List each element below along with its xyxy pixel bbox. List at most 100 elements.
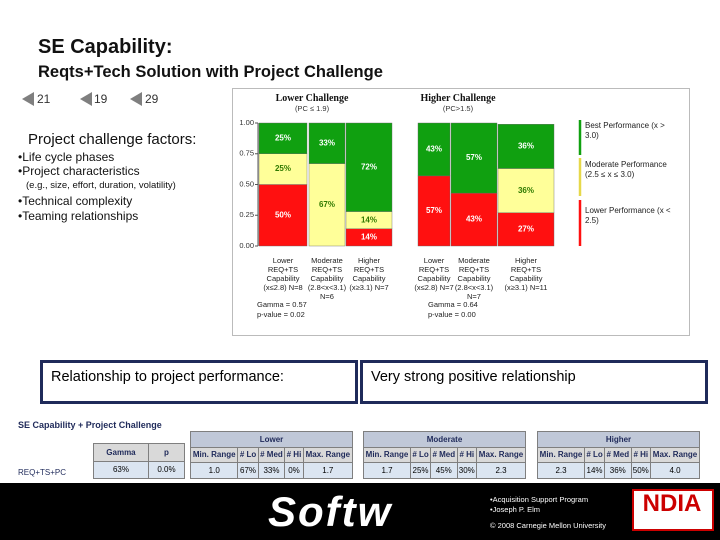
row: Higher: [537, 431, 700, 448]
header-cell: Gamma: [93, 443, 149, 462]
nav-arrow[interactable]: [130, 92, 142, 106]
x-tick-label: Higher REQ+TS Capability (x≥3.1) N=7: [349, 256, 389, 292]
row: Lower: [190, 431, 353, 448]
legend-label: Moderate Performance (2.5 ≤ x ≤ 3.0): [585, 160, 667, 179]
header-cell: Min. Range: [189, 446, 239, 464]
group-title: Higher Challenge: [420, 93, 496, 104]
header-cell: Min. Range: [536, 446, 586, 464]
badge-frame: [632, 489, 714, 531]
value-label: 57%: [466, 153, 482, 162]
bar-segment: [258, 153, 308, 185]
y-tick-label: 0.00: [239, 241, 254, 250]
value-label: 14%: [361, 215, 377, 224]
row: Gamma p: [93, 443, 186, 462]
group-stat: p-value = 0.02: [257, 310, 305, 319]
row: Moderate: [363, 431, 526, 448]
footer-copyright: © 2008 Carnegie Mellon University: [490, 521, 606, 530]
value-cell: 67%: [237, 462, 259, 479]
value-cell: 25%: [410, 462, 432, 479]
question-box: Relationship to project performance:: [40, 360, 358, 404]
group-table: Lower Min. Range # Lo # Med # Hi Max. Range 1.…: [189, 431, 354, 479]
bar-segment: [308, 163, 346, 247]
header-cell: # Hi: [630, 446, 652, 464]
value-label: 36%: [518, 141, 534, 150]
bar-segment: [497, 212, 555, 247]
value-cell: 1.7: [302, 462, 354, 479]
value-cell: 14%: [584, 462, 606, 479]
footer-line: •Joseph P. Elm: [490, 505, 541, 514]
x-tick-label: Lower REQ+TS Capability (x≤2.8) N=8: [263, 256, 303, 292]
factor: •Project characteristics: [18, 164, 140, 178]
value-cell: 1.7: [362, 462, 412, 479]
group-stat: Gamma = 0.57: [257, 300, 307, 309]
group-table: Moderate Min. Range # Lo # Med # Hi Max. Rang…: [362, 431, 526, 479]
nav-arrow[interactable]: [22, 92, 34, 106]
factor: •Technical complexity: [18, 194, 133, 208]
value-label: 57%: [426, 206, 442, 215]
row: 63% 0.0%: [93, 460, 186, 479]
nav-number[interactable]: 19: [94, 92, 108, 106]
value-cell: 36%: [604, 462, 632, 479]
header-cell: # Lo: [237, 446, 259, 464]
group-stat: p-value = 0.00: [428, 310, 476, 319]
stats-table: Gamma p 63% 0.0%: [93, 443, 186, 479]
value-label: 72%: [361, 162, 377, 171]
row: Min. Range # Lo # Med # Hi Max. Range: [362, 446, 526, 464]
bar-segment: [417, 122, 451, 177]
value-cell: 0.0%: [147, 460, 186, 479]
header-cell: Max. Range: [302, 446, 354, 464]
group-table: Higher Min. Range # Lo # Med # Hi Max. Range 2…: [536, 431, 700, 479]
bar-segment: [497, 124, 555, 169]
header-cell: # Lo: [410, 446, 432, 464]
row-label: REQ+TS+PC: [18, 468, 67, 477]
bar-segment: [345, 122, 393, 212]
row: Min. Range # Lo # Med # Hi Max. Range: [189, 446, 354, 464]
header-cell: # Med: [257, 446, 286, 464]
value-label: 36%: [518, 186, 534, 195]
footer-line: •Acquisition Support Program: [490, 495, 589, 504]
nav-arrow[interactable]: [80, 92, 92, 106]
bar-segment: [450, 192, 498, 247]
value-label: 25%: [275, 133, 291, 142]
value-cell: 50%: [630, 462, 652, 479]
header-cell: Max. Range: [476, 446, 526, 464]
group-name: Lower: [190, 431, 353, 448]
slide-title: SE Capability:: [38, 36, 173, 58]
x-tick-label: Higher REQ+TS Capability (x≥3.1) N=11: [504, 256, 548, 292]
group-name: Moderate: [363, 431, 526, 448]
value-label: 33%: [319, 138, 335, 147]
value-label: 27%: [518, 225, 534, 234]
legend-label: Lower Performance (x < 2.5): [585, 206, 671, 225]
x-tick-label: Moderate REQ+TS Capability (2.8<x<3.1) N…: [307, 256, 347, 301]
value-cell: 1.0: [189, 462, 239, 479]
slide-subtitle: Reqts+Tech Solution with Project Challen…: [38, 63, 383, 81]
header-cell: # Med: [604, 446, 632, 464]
y-tick-label: 0.25: [239, 210, 254, 219]
value-label: 43%: [466, 215, 482, 224]
header-cell: p: [147, 443, 186, 462]
x-tick-label: Moderate REQ+TS Capability (2.8<x<3.1) N…: [454, 256, 494, 301]
value-cell: 0%: [284, 462, 304, 479]
bar-segment: [497, 168, 555, 213]
nav-number[interactable]: 29: [145, 92, 159, 106]
bar-segment: [258, 184, 308, 247]
header-cell: # Hi: [456, 446, 478, 464]
nav-icons: [22, 92, 142, 106]
bar-segment: [258, 122, 308, 154]
header-cell: Max. Range: [650, 446, 700, 464]
x-tick-label: Lower REQ+TS Capability (x≤2.8) N=7: [414, 256, 454, 292]
header-cell: Min. Range: [362, 446, 412, 464]
group-name: Higher: [537, 431, 700, 448]
y-tick-label: 1.00: [239, 118, 254, 127]
row: 1.0 67% 33% 0% 1.7: [189, 462, 354, 479]
value-cell: 33%: [257, 462, 286, 479]
value-cell: 4.0: [650, 462, 700, 479]
group-stat: Gamma = 0.64: [428, 300, 478, 309]
header-cell: # Med: [430, 446, 458, 464]
nav-number[interactable]: 21: [37, 92, 51, 106]
y-tick-label: 0.50: [239, 179, 254, 188]
value-label: 25%: [275, 164, 291, 173]
row: 1.7 25% 45% 30% 2.3: [362, 462, 526, 479]
